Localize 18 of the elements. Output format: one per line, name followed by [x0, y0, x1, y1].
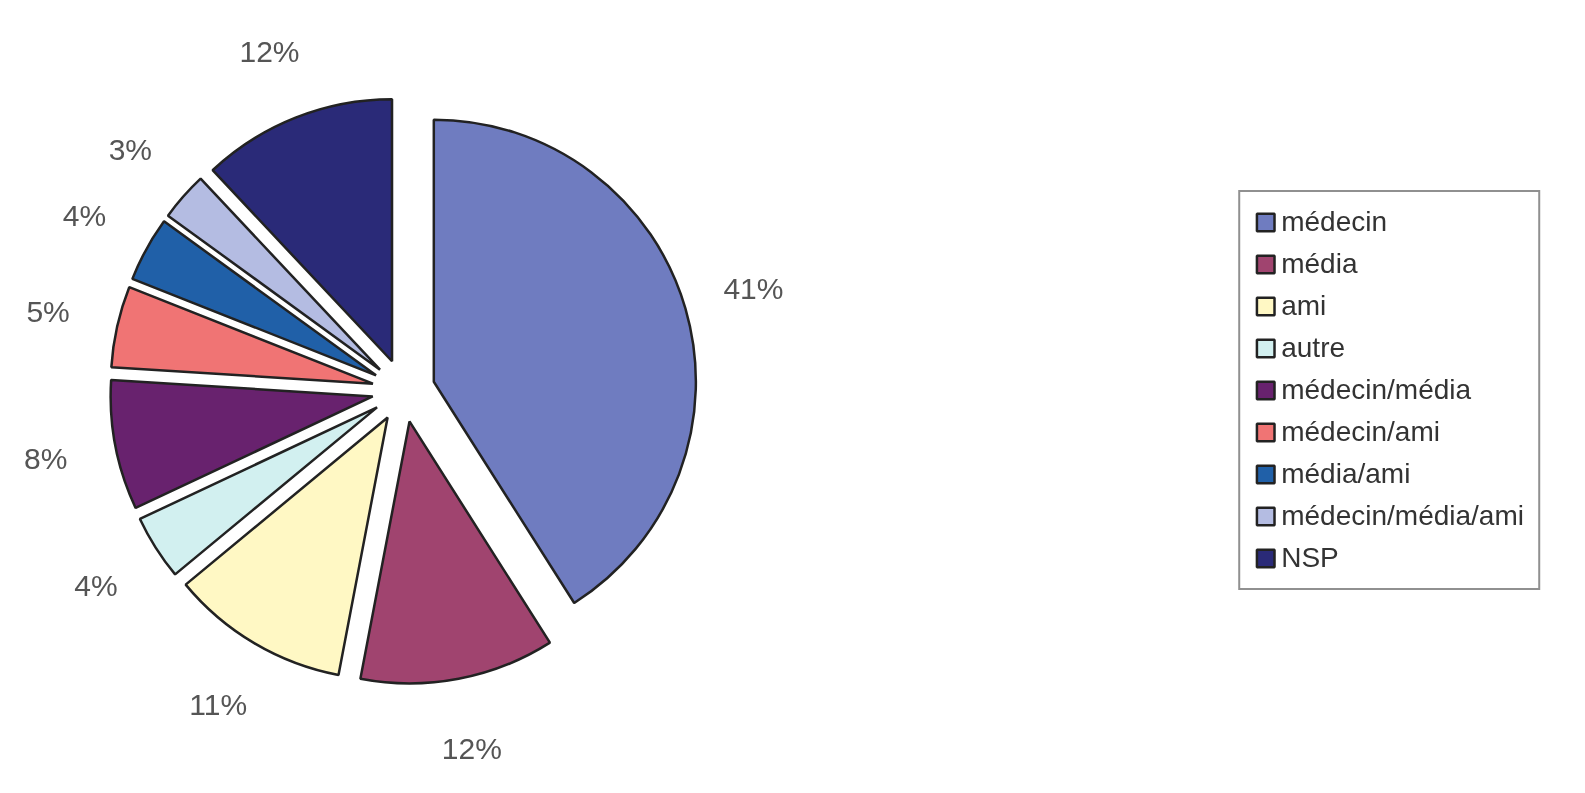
data-label: 4% [62, 198, 107, 232]
legend-label: NSP [1281, 542, 1339, 574]
data-label: 11% [189, 687, 248, 721]
legend-label: médecin/média [1281, 374, 1472, 406]
data-label: 4% [74, 569, 118, 603]
legend-label: autre [1281, 332, 1346, 364]
legend-label: médecin/média/ami [1281, 500, 1524, 532]
data-label: 12% [239, 35, 300, 69]
data-label: 5% [26, 294, 70, 328]
legend-label: média [1281, 248, 1358, 280]
data-label: 8% [24, 442, 68, 476]
legend-label: médecin/ami [1281, 416, 1440, 448]
data-label: 41% [723, 272, 784, 306]
legend-label: média/ami [1281, 458, 1411, 490]
data-label: 12% [441, 731, 502, 765]
legend-label: ami [1281, 290, 1327, 322]
legend-label: médecin [1281, 206, 1388, 238]
data-label: 3% [108, 133, 153, 167]
